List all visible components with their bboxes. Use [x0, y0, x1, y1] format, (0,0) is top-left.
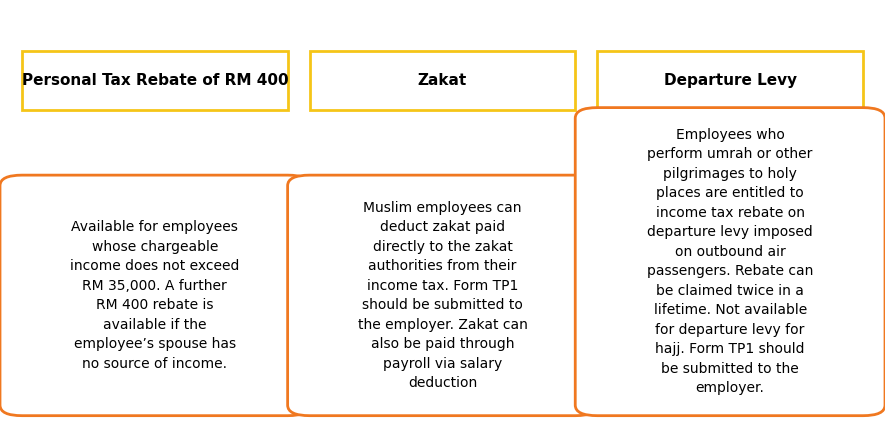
- Text: Personal Tax Rebate of RM 400: Personal Tax Rebate of RM 400: [21, 73, 289, 88]
- FancyBboxPatch shape: [310, 51, 575, 110]
- Text: Employees who
perform umrah or other
pilgrimages to holy
places are entitled to
: Employees who perform umrah or other pil…: [647, 128, 813, 395]
- FancyBboxPatch shape: [0, 175, 310, 416]
- FancyBboxPatch shape: [288, 175, 597, 416]
- Text: Departure Levy: Departure Levy: [664, 73, 796, 88]
- FancyBboxPatch shape: [597, 51, 863, 110]
- FancyBboxPatch shape: [575, 108, 885, 416]
- Text: Muslim employees can
deduct zakat paid
directly to the zakat
authorities from th: Muslim employees can deduct zakat paid d…: [358, 200, 527, 390]
- Text: Zakat: Zakat: [418, 73, 467, 88]
- Text: Available for employees
whose chargeable
income does not exceed
RM 35,000. A fur: Available for employees whose chargeable…: [70, 220, 240, 371]
- FancyBboxPatch shape: [22, 51, 288, 110]
